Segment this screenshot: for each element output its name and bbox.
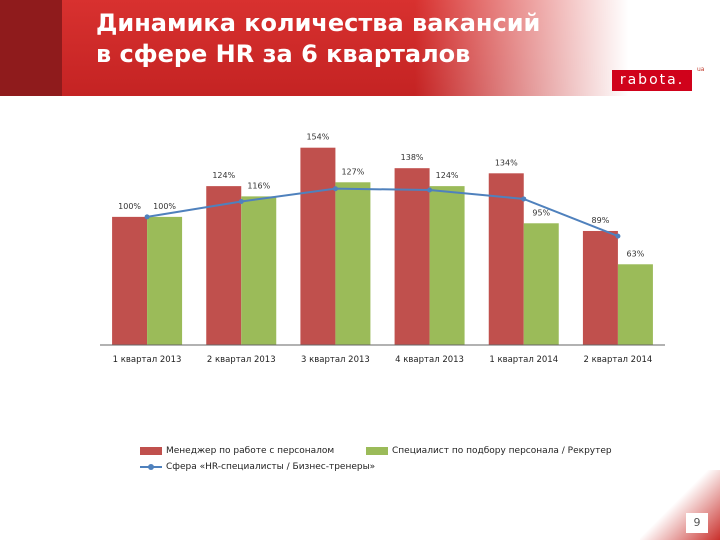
x-tick-label: 2 квартал 2013 <box>207 355 276 365</box>
legend-label-recruiter: Специалист по подбору персонала / Рекрут… <box>392 446 612 456</box>
bar-recruiter <box>617 264 653 345</box>
legend-item-hr-sphere: Сфера «HR-специалисты / Бизнес-тренеры» <box>140 462 375 472</box>
bar-recruiter <box>523 223 559 345</box>
data-label-recruiter: 95% <box>532 208 550 217</box>
bar-manager <box>300 147 336 345</box>
bar-recruiter <box>335 182 371 345</box>
page-number: 9 <box>686 513 708 533</box>
data-label-recruiter: 116% <box>247 181 270 190</box>
header-banner: Динамика количества вакансий в сфере HR … <box>0 0 720 96</box>
line-point-hr-sphere <box>521 196 527 202</box>
data-label-recruiter: 124% <box>436 171 459 180</box>
legend-item-recruiter: Специалист по подбору персонала / Рекрут… <box>366 446 612 456</box>
x-tick-label: 3 квартал 2013 <box>301 355 370 365</box>
bar-manager <box>394 168 430 345</box>
data-label-manager: 100% <box>118 202 141 211</box>
x-tick-label: 2 квартал 2014 <box>584 355 653 365</box>
data-label-manager: 89% <box>592 216 610 225</box>
data-label-manager: 154% <box>306 133 329 142</box>
rabota-logo: rabota. <box>612 70 692 91</box>
x-tick-label: 4 квартал 2013 <box>395 355 464 365</box>
rabota-logo-suffix: ua <box>697 66 705 73</box>
line-point-hr-sphere <box>238 199 244 204</box>
line-point-hr-sphere <box>144 214 150 220</box>
line-point-hr-sphere <box>427 187 433 193</box>
legend-line-hr-sphere <box>140 464 162 470</box>
data-label-recruiter: 100% <box>153 202 176 211</box>
data-label-recruiter: 63% <box>627 249 645 258</box>
bar-recruiter <box>241 196 277 345</box>
line-hr-sphere <box>146 187 619 238</box>
line-point-hr-sphere <box>332 186 338 192</box>
data-label-manager: 134% <box>495 158 518 167</box>
page-title-line-2: в сфере HR за 6 кварталов <box>96 40 471 68</box>
x-tick-label: 1 квартал 2014 <box>489 355 558 365</box>
page-title: Динамика количества вакансий в сфере HR … <box>96 8 616 70</box>
legend-item-manager: Менеджер по работе с персоналом <box>140 446 334 456</box>
legend-label-manager: Менеджер по работе с персоналом <box>166 446 335 456</box>
bar-manager <box>488 173 524 345</box>
legend-swatch-recruiter <box>366 447 388 455</box>
data-label-manager: 138% <box>401 153 424 162</box>
legend-label-hr-sphere: Сфера «HR-специалисты / Бизнес-тренеры» <box>166 462 376 472</box>
legend-swatch-manager <box>140 447 162 455</box>
bar-recruiter <box>429 186 465 345</box>
bar-manager <box>582 230 618 345</box>
x-tick-label: 1 квартал 2013 <box>113 355 182 365</box>
data-label-manager: 124% <box>212 171 235 180</box>
page-title-line-1: Динамика количества вакансий <box>96 9 541 37</box>
data-label-recruiter: 127% <box>341 167 364 176</box>
bar-manager <box>206 186 242 345</box>
line-point-hr-sphere <box>615 233 621 239</box>
header-accent <box>0 0 62 96</box>
corner-decoration <box>640 470 720 540</box>
bar-manager <box>112 216 148 345</box>
bar-recruiter <box>147 216 183 345</box>
